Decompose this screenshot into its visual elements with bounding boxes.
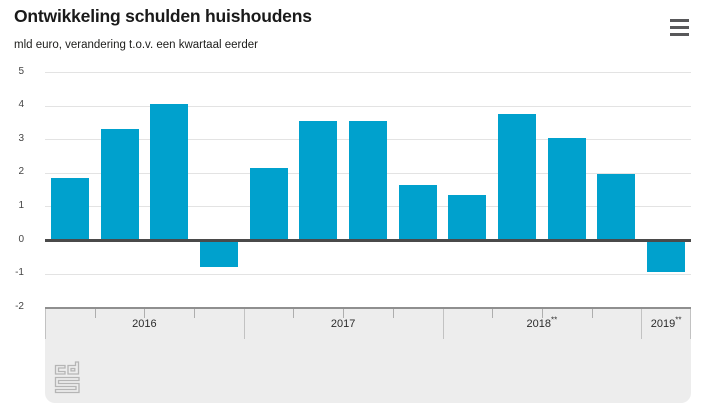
chart-context-menu-button[interactable] <box>666 13 694 39</box>
x-axis-year-label: 2019** <box>650 315 682 330</box>
bar-2018-q1[interactable] <box>448 194 487 240</box>
x-axis-band: 2016 2017 2018** 2019** <box>45 307 691 403</box>
year-boundary-tick <box>690 309 691 339</box>
quarter-tick <box>392 309 394 318</box>
bar-2016-q2[interactable] <box>100 129 139 240</box>
zero-axis-line <box>45 238 691 242</box>
chart-title: Ontwikkeling schulden huishoudens <box>14 6 312 26</box>
gridline <box>45 273 691 275</box>
gridline <box>45 105 691 107</box>
quarter-tick <box>343 309 345 318</box>
quarter-tick <box>541 309 543 318</box>
year-boundary-tick <box>243 309 245 339</box>
bar-2017-q4[interactable] <box>398 184 437 240</box>
quarter-tick <box>591 309 593 318</box>
x-axis-year-label: 2017 <box>330 318 356 330</box>
plot-area <box>45 72 691 307</box>
quarter-tick <box>492 309 494 318</box>
quarter-tick <box>293 309 295 318</box>
cbs-logo <box>54 361 80 394</box>
bar-2016-q1[interactable] <box>50 177 89 240</box>
y-axis-tick-label: 3 <box>18 132 24 144</box>
year-boundary-tick <box>641 309 643 339</box>
bar-2016-q3[interactable] <box>150 103 189 240</box>
quarter-tick <box>144 309 146 318</box>
x-axis-year-label: 2018** <box>526 315 558 330</box>
y-axis-tick-label: -1 <box>15 267 24 279</box>
bar-2018-q4[interactable] <box>597 174 636 240</box>
quarter-tick <box>94 309 96 318</box>
bar-2019-q1[interactable] <box>647 240 686 272</box>
y-axis-tick-label: 2 <box>18 166 24 178</box>
y-axis-tick-label: 1 <box>18 199 24 211</box>
bar-2017-q3[interactable] <box>349 120 387 240</box>
year-boundary-tick <box>442 309 444 339</box>
y-axis-tick-label: -2 <box>15 300 24 312</box>
y-axis-tick-label: 4 <box>18 99 24 111</box>
quarter-tick <box>194 309 196 318</box>
bar-2017-q1[interactable] <box>249 167 288 240</box>
x-axis-year-label: 2016 <box>132 318 157 330</box>
bar-2018-q3[interactable] <box>547 137 586 240</box>
y-axis-tick-label: 0 <box>18 233 24 245</box>
bar-2017-q2[interactable] <box>299 120 338 240</box>
chart-subtitle: mld euro, verandering t.o.v. een kwartaa… <box>14 39 258 51</box>
year-boundary-tick <box>45 309 46 339</box>
bar-2018-q2[interactable] <box>498 114 537 240</box>
y-axis-labels: 5 4 3 2 1 0 -1 -2 <box>0 66 24 312</box>
y-axis-tick-label: 5 <box>18 65 24 77</box>
bar-2016-q4[interactable] <box>199 240 238 267</box>
gridline <box>45 72 691 73</box>
